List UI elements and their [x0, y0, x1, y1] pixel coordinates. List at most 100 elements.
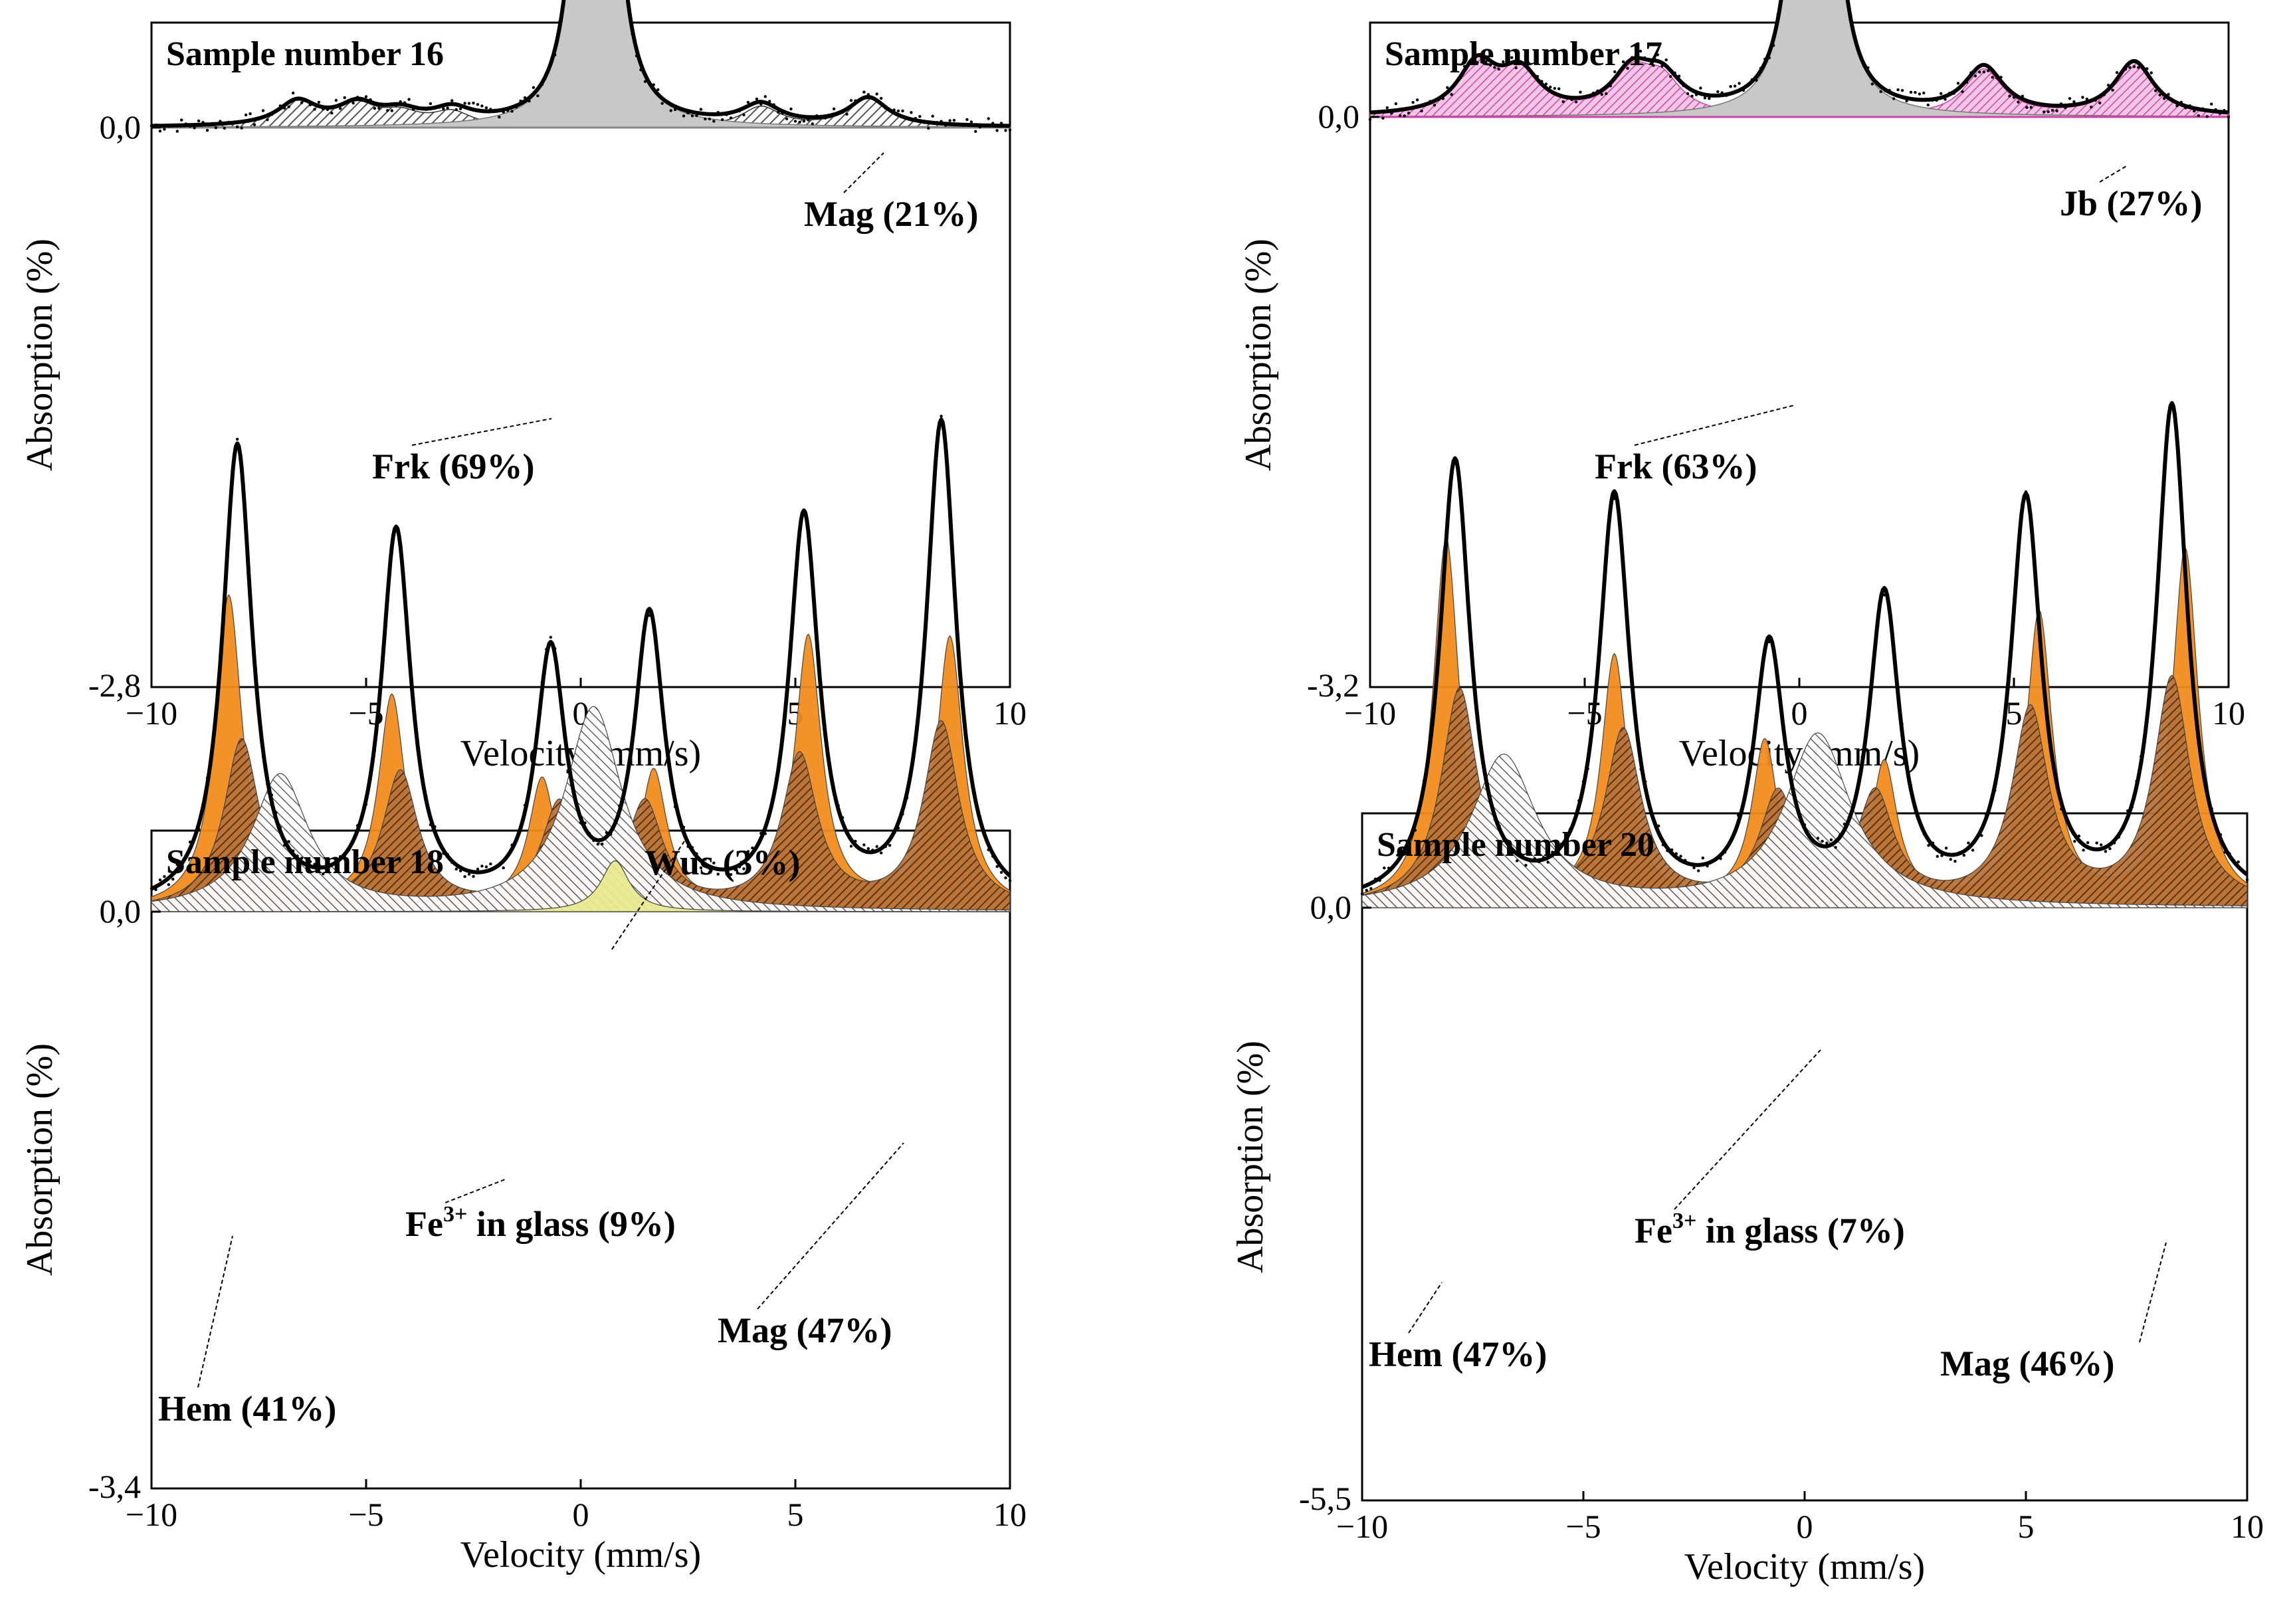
data-point [2055, 109, 2058, 112]
data-point [480, 104, 484, 108]
data-point [446, 853, 449, 857]
data-point [905, 796, 909, 799]
data-point [734, 868, 737, 872]
data-point [1450, 93, 1453, 96]
y-tick-label-top: 0,0 [100, 108, 142, 146]
data-point [1399, 114, 1402, 118]
data-point [1407, 112, 1411, 115]
data-point [2021, 94, 2025, 98]
data-point [489, 863, 492, 866]
data-point [377, 106, 381, 110]
data-point [2154, 89, 2157, 92]
data-point [1965, 80, 1969, 84]
data-point [1599, 623, 1603, 626]
data-point [2050, 754, 2054, 758]
data-point [1714, 857, 1718, 861]
data-point [231, 465, 235, 468]
data-point [2210, 102, 2213, 106]
data-point [252, 123, 256, 126]
data-point [472, 101, 475, 105]
data-point [777, 110, 780, 114]
plot-frame [1361, 812, 2248, 1502]
data-point [154, 888, 157, 892]
panel-title: Sample number 16 [166, 35, 444, 73]
data-point [1909, 783, 1912, 787]
data-point [695, 852, 698, 855]
data-point [2144, 731, 2147, 734]
data-point [686, 845, 690, 849]
data-point [841, 110, 845, 114]
data-point [725, 872, 728, 876]
data-point [175, 130, 179, 133]
data-point [1905, 758, 1908, 761]
data-point [540, 680, 544, 684]
data-point [905, 116, 909, 120]
data-point [978, 126, 982, 129]
data-point [463, 875, 466, 878]
data-point [1686, 92, 1690, 96]
data-point [1953, 860, 1957, 863]
data-point [2215, 828, 2218, 831]
data-point [1742, 88, 1746, 92]
data-point [910, 771, 913, 775]
data-point [1644, 780, 1647, 783]
data-point [339, 107, 342, 110]
data-point [1458, 76, 1462, 80]
data-point [399, 546, 402, 550]
data-point [1670, 848, 1674, 852]
data-point [763, 832, 767, 835]
data-point [1664, 58, 1668, 62]
data-point [1759, 678, 1762, 682]
data-point [1383, 866, 1386, 870]
data-point [1829, 838, 1833, 842]
data-point [348, 100, 351, 103]
data-point [1763, 57, 1767, 61]
data-point [631, 33, 634, 36]
data-point [193, 837, 196, 841]
data-point [1555, 851, 1559, 855]
data-point [793, 581, 797, 585]
data-point [1441, 97, 1445, 100]
data-point [1527, 66, 1531, 70]
data-point [1609, 84, 1612, 88]
data-point [2135, 779, 2138, 783]
data-point [2098, 101, 2102, 104]
data-point [1862, 64, 1866, 68]
data-point [1617, 70, 1621, 74]
data-point [223, 599, 226, 603]
data-point [364, 803, 368, 806]
data-point [2237, 860, 2240, 864]
data-point [1914, 90, 1917, 94]
y-tick-label-top: 0,0 [100, 892, 142, 930]
data-point [1944, 847, 1948, 850]
fit-envelope [151, 0, 1011, 128]
annotation-leader [411, 418, 552, 446]
data-point [528, 787, 531, 790]
data-point [1821, 839, 1824, 843]
data-point [236, 125, 239, 128]
data-point [660, 102, 664, 105]
data-point [270, 113, 274, 116]
data-point [1381, 116, 1385, 120]
data-point [918, 115, 922, 118]
data-point [914, 738, 918, 741]
data-point [1866, 66, 1870, 70]
data-point [751, 103, 754, 106]
data-point [236, 437, 239, 441]
data-point [1975, 835, 1979, 838]
data-point [355, 824, 359, 827]
data-point [1639, 49, 1643, 53]
data-point [1605, 92, 1608, 96]
data-point [1703, 96, 1707, 100]
data-point [2170, 404, 2173, 408]
data-point [1852, 803, 1855, 806]
data-point [2197, 742, 2200, 746]
data-point [626, 772, 630, 775]
data-point [1581, 779, 1585, 783]
data-point [1008, 879, 1012, 882]
data-point [1613, 497, 1616, 500]
data-point [1728, 841, 1731, 844]
data-point [2037, 626, 2041, 629]
data-point [2232, 859, 2236, 863]
data-point [1690, 94, 1694, 98]
